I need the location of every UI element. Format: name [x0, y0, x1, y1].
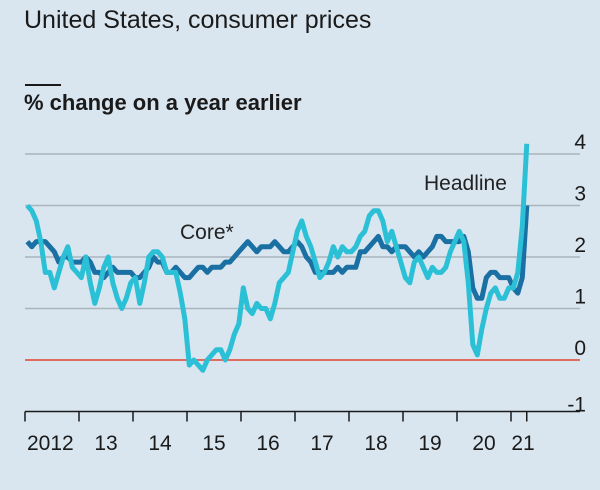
y-tick-label: 2: [574, 234, 586, 257]
core-label: Core*: [180, 221, 234, 244]
y-tick-label: 4: [574, 131, 586, 154]
y-tick-label: 3: [574, 183, 586, 206]
title-rule: [25, 84, 61, 86]
x-tick-label: 14: [148, 432, 172, 455]
chart-title: United States, consumer prices: [24, 6, 372, 34]
y-tick-label: -1: [567, 394, 586, 417]
x-tick-label: 20: [472, 432, 495, 455]
x-tick-label: 15: [202, 432, 225, 455]
y-tick-label: 1: [574, 286, 586, 309]
x-tick-label: 21: [511, 432, 534, 455]
x-tick-label: 19: [418, 432, 441, 455]
x-tick-label: 16: [256, 432, 279, 455]
series-line-headline: [25, 143, 530, 373]
x-tick-label: 17: [310, 432, 333, 455]
chart-subtitle: % change on a year earlier: [24, 90, 302, 115]
x-tick-label: 18: [364, 432, 387, 455]
x-tick-label: 13: [94, 432, 117, 455]
headline-label: Headline: [424, 172, 507, 195]
y-tick-label: 0: [574, 337, 586, 360]
x-tick-label: 2012: [27, 432, 74, 455]
